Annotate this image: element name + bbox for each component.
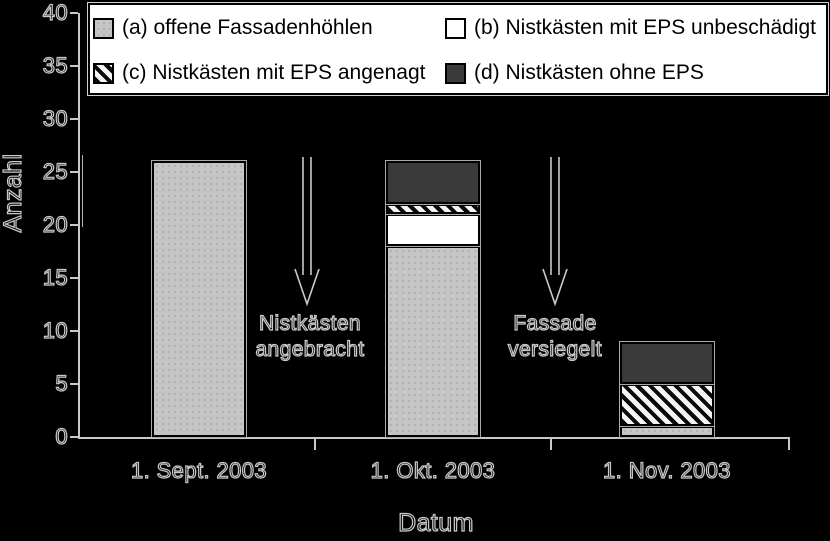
- legend-label: (d) Nistkästen ohne EPS: [474, 61, 704, 84]
- x-category-label: 1. Sept. 2003: [130, 458, 268, 483]
- x-tick-mark: [314, 437, 316, 450]
- x-category-label: 1. Okt. 2003: [370, 458, 496, 483]
- annotation-line: Fassade: [513, 311, 597, 335]
- y-tick-mark: [70, 436, 78, 438]
- y-tick-label: 0: [55, 424, 68, 449]
- bar-segment-a: [386, 246, 480, 437]
- x-axis-line: [78, 437, 790, 439]
- y-tick-label: 15: [42, 265, 68, 290]
- legend-swatch-hatch-icon: [93, 62, 114, 84]
- annotation-nistkaesten-angebracht: Nistkästen angebracht: [215, 311, 405, 363]
- legend-swatch-white-icon: [445, 17, 466, 39]
- legend-box: (a) offene Fassadenhöhlen (b) Nistkästen…: [88, 3, 828, 95]
- x-axis-title: Datum: [398, 509, 474, 537]
- annotation-line: versiegelt: [507, 337, 602, 361]
- y-tick-mark: [70, 224, 78, 226]
- bar-segment-c: [386, 203, 480, 215]
- bar-segment-b: [386, 214, 480, 247]
- down-arrow-icon: [294, 157, 320, 307]
- x-category-label: 1. Nov. 2003: [602, 458, 731, 483]
- legend-label: (a) offene Fassadenhöhlen: [122, 16, 373, 39]
- annotation-fassade-versiegelt: Fassade versiegelt: [460, 311, 650, 363]
- y-tick-label: 30: [42, 106, 68, 131]
- down-arrow-icon: [542, 157, 568, 307]
- y-tick-label: 5: [55, 371, 68, 396]
- bar-segment-c: [620, 384, 714, 427]
- y-tick-mark: [70, 12, 78, 14]
- x-tick-mark: [788, 437, 790, 450]
- legend-item-d: (d) Nistkästen ohne EPS: [445, 61, 704, 85]
- bar-segment-a: [620, 426, 714, 437]
- y-tick-mark: [70, 171, 78, 173]
- bar-segment-d: [386, 161, 480, 204]
- bar-segment-a: [152, 161, 246, 437]
- y-axis-title: Anzahl: [0, 153, 28, 233]
- y-tick-label: 10: [42, 318, 68, 343]
- bar-segment-d: [620, 341, 714, 384]
- y-tick-mark: [70, 277, 78, 279]
- y-tick-label: 25: [42, 159, 68, 184]
- legend-item-a: (a) offene Fassadenhöhlen: [93, 16, 373, 40]
- legend-swatch-light-gray-icon: [93, 17, 114, 39]
- legend-item-c: (c) Nistkästen mit EPS angenagt: [93, 61, 425, 85]
- y-tick-mark: [70, 330, 78, 332]
- legend-item-b: (b) Nistkästen mit EPS unbeschädigt: [445, 16, 816, 40]
- y-axis-line: [78, 13, 80, 439]
- annotation-line: Nistkästen: [258, 311, 362, 335]
- y-tick-mark: [70, 383, 78, 385]
- annotation-line: angebracht: [255, 337, 365, 361]
- y-tick-label: 40: [42, 0, 68, 25]
- y-tick-label: 20: [42, 212, 68, 237]
- y-tick-label: 35: [42, 53, 68, 78]
- y-tick-mark: [70, 118, 78, 120]
- legend-swatch-dark-gray-icon: [445, 62, 466, 84]
- legend-label: (b) Nistkästen mit EPS unbeschädigt: [474, 16, 816, 39]
- axis-artifact-line: [82, 155, 83, 227]
- x-tick-mark: [550, 437, 552, 450]
- y-tick-mark: [70, 65, 78, 67]
- legend-label: (c) Nistkästen mit EPS angenagt: [122, 61, 426, 84]
